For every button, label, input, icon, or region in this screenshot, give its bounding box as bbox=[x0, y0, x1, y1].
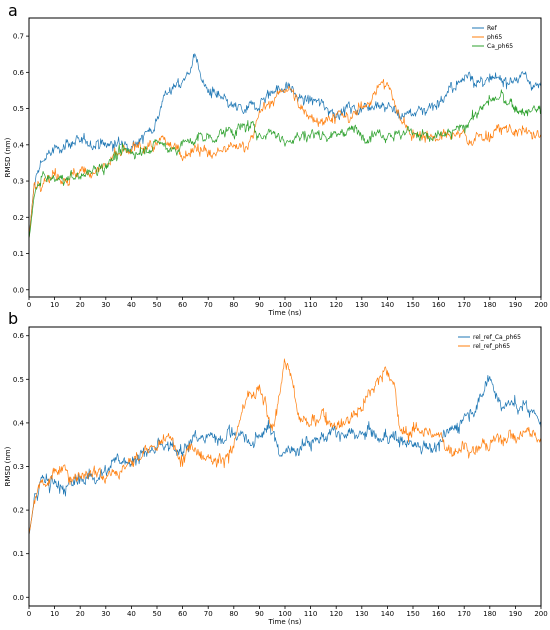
series-line-ref bbox=[28, 53, 542, 239]
axes-frame bbox=[28, 17, 542, 298]
panel-a: a 0 10 20 30 40 50 60 70 80 90 100 110 120 130 140 150 16… bbox=[4, 1, 548, 317]
series-line-ca-ph65 bbox=[28, 89, 542, 240]
x-tick-label: 200 bbox=[534, 301, 547, 309]
x-tick-label: 150 bbox=[406, 301, 419, 309]
x-tick-label: 110 bbox=[304, 610, 317, 618]
y-tick-label: 0.1 bbox=[13, 550, 24, 558]
x-tick-label: 170 bbox=[458, 301, 471, 309]
legend-entry: rel_ref_ph65 bbox=[473, 343, 510, 350]
x-tick-label: 110 bbox=[304, 301, 317, 309]
y-tick-label: 0.6 bbox=[13, 69, 25, 77]
x-tick-label: 120 bbox=[330, 301, 343, 309]
legend-entry: Ca_ph65 bbox=[487, 43, 513, 50]
series-line-ph65 bbox=[28, 78, 542, 240]
x-tick-label: 180 bbox=[483, 610, 496, 618]
x-tick-label: 180 bbox=[483, 301, 496, 309]
y-tick-label: 0.4 bbox=[13, 419, 25, 427]
plot-area bbox=[28, 358, 542, 536]
x-tick-label: 40 bbox=[127, 301, 136, 309]
x-tick-label: 30 bbox=[101, 610, 110, 618]
y-tick-label: 0.0 bbox=[13, 594, 24, 602]
x-tick-label: 160 bbox=[432, 301, 445, 309]
y-tick-label: 0.3 bbox=[13, 178, 24, 186]
y-axis-label: RMSD (nm) bbox=[4, 446, 12, 486]
panel-label: b bbox=[8, 309, 18, 328]
x-tick-label: 200 bbox=[534, 610, 547, 618]
y-tick-label: 0.2 bbox=[13, 214, 24, 222]
x-tick-label: 70 bbox=[204, 301, 213, 309]
x-tick-label: 90 bbox=[255, 301, 264, 309]
panel-b: b 0 10 20 30 40 50 60 70 80 90 100 110 120 130 140 150 16… bbox=[4, 309, 548, 626]
x-tick-label: 50 bbox=[153, 610, 162, 618]
x-tick-label: 140 bbox=[381, 301, 394, 309]
y-tick-label: 0.6 bbox=[13, 332, 25, 340]
x-tick-label: 60 bbox=[178, 610, 187, 618]
x-tick-label: 20 bbox=[76, 610, 85, 618]
legend-box bbox=[454, 330, 538, 354]
x-tick-label: 10 bbox=[50, 301, 59, 309]
x-tick-label: 130 bbox=[355, 301, 368, 309]
x-tick-label: 140 bbox=[381, 610, 394, 618]
y-tick-label: 0.5 bbox=[13, 105, 24, 113]
legend: Ref ph65 Ca_ph65 bbox=[468, 21, 538, 54]
axes-frame bbox=[28, 326, 542, 607]
x-tick-label: 120 bbox=[330, 610, 343, 618]
x-tick-label: 60 bbox=[178, 301, 187, 309]
x-tick-label: 100 bbox=[278, 610, 291, 618]
y-tick-label: 0.1 bbox=[13, 250, 24, 258]
x-tick-label: 190 bbox=[509, 610, 522, 618]
y-tick-label: 0.2 bbox=[13, 507, 24, 515]
x-tick-label: 0 bbox=[27, 301, 31, 309]
x-tick-label: 70 bbox=[204, 610, 213, 618]
x-tick-label: 20 bbox=[76, 301, 85, 309]
plot-area bbox=[28, 53, 542, 240]
y-axis-label: RMSD (nm) bbox=[4, 137, 12, 177]
x-tick-label: 80 bbox=[229, 610, 238, 618]
x-axis-label: Time (ns) bbox=[268, 618, 302, 626]
series-line-rel-ref-ca-ph65 bbox=[28, 374, 542, 536]
x-tick-label: 90 bbox=[255, 610, 264, 618]
panel-label: a bbox=[8, 1, 18, 20]
x-axis-label: Time (ns) bbox=[268, 309, 302, 317]
x-tick-label: 50 bbox=[153, 301, 162, 309]
legend-entry: rel_ref_Ca_ph65 bbox=[473, 334, 521, 341]
series-line-rel-ref-ph65 bbox=[28, 358, 542, 536]
y-tick-label: 0.7 bbox=[13, 33, 24, 41]
x-tick-label: 40 bbox=[127, 610, 136, 618]
y-tick-label: 0.3 bbox=[13, 463, 24, 471]
x-tick-label: 80 bbox=[229, 301, 238, 309]
legend-entry: Ref bbox=[487, 25, 498, 32]
y-tick-label: 0.5 bbox=[13, 376, 24, 384]
y-tick-label: 0.0 bbox=[13, 286, 24, 294]
x-tick-label: 0 bbox=[27, 610, 31, 618]
x-tick-label: 190 bbox=[509, 301, 522, 309]
x-tick-label: 150 bbox=[406, 610, 419, 618]
x-tick-label: 160 bbox=[432, 610, 445, 618]
x-tick-label: 30 bbox=[101, 301, 110, 309]
x-tick-label: 10 bbox=[50, 610, 59, 618]
x-tick-label: 100 bbox=[278, 301, 291, 309]
legend: rel_ref_Ca_ph65 rel_ref_ph65 bbox=[454, 330, 538, 354]
legend-entry: ph65 bbox=[487, 34, 502, 41]
x-tick-label: 130 bbox=[355, 610, 368, 618]
x-tick-label: 170 bbox=[458, 610, 471, 618]
y-tick-label: 0.4 bbox=[13, 141, 25, 149]
